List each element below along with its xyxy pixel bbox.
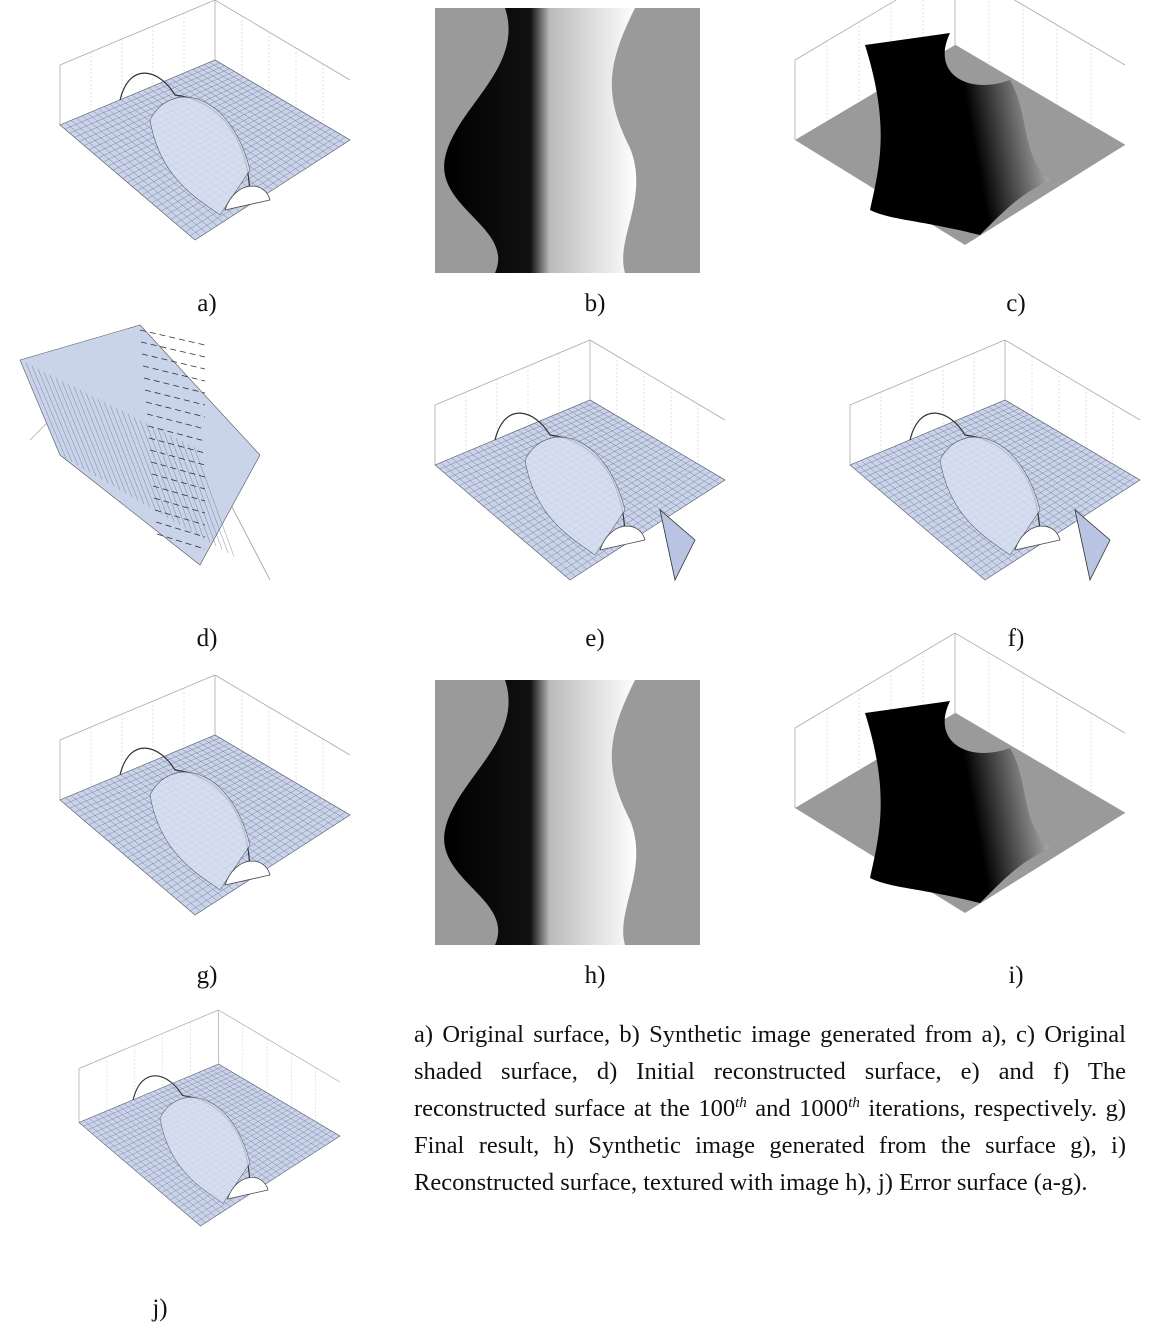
axis-line [79,1010,219,1069]
panel-label: e) [585,625,604,653]
caption-superscript: th [848,1095,860,1111]
panel-label: g) [197,962,218,990]
caption-superscript: th [735,1095,747,1111]
axis-line [850,340,1005,405]
surface-plot [20,325,270,580]
axis-line [215,675,350,755]
axis-line [215,0,350,80]
axis-line [955,0,1125,65]
surface-spike [660,510,695,580]
panel-label: a) [197,290,216,318]
panel-label: c) [1006,290,1025,318]
axis-line [1005,340,1140,420]
surface-plot [435,340,725,580]
axis-line [219,1010,340,1082]
surface-plot [79,1010,340,1226]
shaded-surface [795,0,1125,245]
panel-label: d) [197,625,218,653]
synthetic-image [435,8,700,273]
axis-line [60,0,215,65]
caption-text: and 1000 [747,1095,848,1122]
figure-caption: a) Original surface, b) Synthetic image … [414,1016,1126,1201]
panel-label: b) [585,290,606,318]
axis-line [435,340,590,405]
shaded-surface [795,633,1125,913]
axis-line [590,340,725,420]
panel-label: i) [1008,962,1023,990]
synthetic-image [435,680,700,945]
axis-line [60,675,215,740]
panel-label: f) [1008,625,1025,653]
surface-plot [60,675,350,915]
figure-page: a) b) c) d) e) f) g) h) i) j) a) Origina… [0,0,1152,1329]
surface-plot [60,0,350,240]
panel-label: j) [152,1295,167,1323]
surface-spike [1075,510,1110,580]
axis-line [955,633,1125,733]
surface-plot [850,340,1140,580]
panel-label: h) [585,962,606,990]
